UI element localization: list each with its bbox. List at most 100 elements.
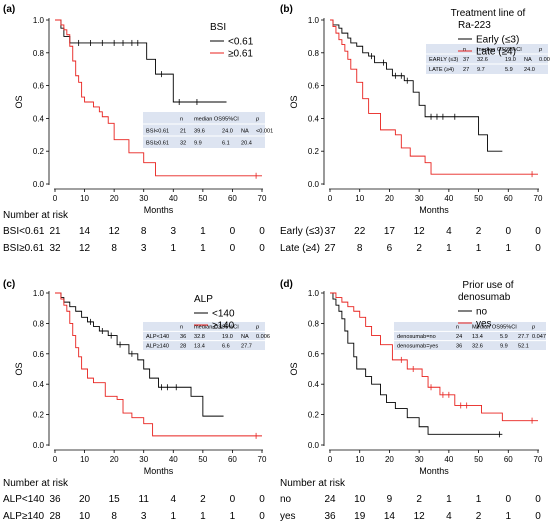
- x-tick-label: 50: [198, 194, 207, 203]
- summary-table-cell: 9.7: [477, 67, 485, 73]
- at-risk-count: 0: [535, 243, 541, 254]
- summary-table-cell: BSI≥0.61: [146, 141, 169, 147]
- at-risk-count: 20: [79, 494, 91, 505]
- y-axis-label: OS: [289, 95, 299, 108]
- at-risk-count: 8: [111, 511, 117, 522]
- at-risk-row-label: BSI<0.61: [3, 226, 45, 237]
- y-tick-label: 0.4: [33, 114, 45, 123]
- at-risk-count: 4: [446, 511, 452, 522]
- km-panel-2: (b)0.00.20.40.60.81.00 10 20 30 40 50 60 70OSMo…: [280, 4, 550, 254]
- y-tick-label: 0.6: [308, 350, 320, 359]
- summary-table-cell: NA: [241, 334, 249, 340]
- at-risk-count: 11: [139, 494, 150, 505]
- at-risk-count: 2: [416, 494, 422, 505]
- summary-table-cell: 24: [456, 334, 462, 340]
- summary-table-header: median OS: [194, 325, 222, 331]
- legend-item-2: ≥140: [212, 321, 235, 332]
- km-panel-4: (d)0.00.20.40.60.81.00 10 20 30 40 50 60 70OSMo…: [280, 279, 546, 522]
- summary-table-cell: ALP≥140: [146, 343, 169, 349]
- summary-table-cell: 6.6: [222, 343, 230, 349]
- at-risk-count: 2: [476, 511, 482, 522]
- legend-item-1: <0.61: [228, 37, 254, 48]
- summary-table-cell: BSI<0.61: [146, 129, 169, 135]
- y-tick-label: 0.4: [308, 380, 320, 389]
- at-risk-count: 36: [49, 494, 61, 505]
- summary-table-header: n: [463, 47, 466, 53]
- x-axis-label: Months: [419, 466, 449, 476]
- panel-label: (d): [280, 279, 293, 290]
- at-risk-count: 0: [259, 226, 265, 237]
- at-risk-count: 22: [354, 226, 366, 237]
- x-tick-label: 30: [415, 455, 424, 464]
- summary-table-cell: 32.6: [472, 343, 483, 349]
- summary-table-cell: 20.4: [241, 141, 252, 147]
- summary-table-header: p: [531, 325, 535, 331]
- at-risk-count: 6: [387, 243, 393, 254]
- y-axis-label: OS: [14, 95, 24, 108]
- y-tick-label: 0.0: [33, 441, 45, 450]
- at-risk-count: 14: [384, 511, 396, 522]
- y-tick-label: 1.0: [308, 16, 320, 25]
- summary-table-cell: EARLY (≤3): [429, 57, 458, 63]
- at-risk-count: 8: [141, 226, 147, 237]
- summary-table-cell: 5.9: [500, 334, 508, 340]
- km-curve-2: [330, 19, 538, 175]
- summary-table-header: Median OS: [472, 325, 500, 331]
- x-tick-label: 50: [474, 194, 483, 203]
- at-risk-count: 12: [109, 226, 121, 237]
- summary-table-header: p: [538, 47, 542, 53]
- at-risk-count: 0: [230, 494, 236, 505]
- at-risk-count: 0: [506, 494, 512, 505]
- at-risk-row-label: ALP≥140: [3, 511, 45, 522]
- summary-table-cell: 24.0: [524, 67, 535, 73]
- km-curve-1: [55, 292, 224, 417]
- y-tick-label: 0.2: [33, 147, 45, 156]
- x-tick-label: 50: [198, 455, 207, 464]
- summary-table-background: [394, 322, 546, 350]
- at-risk-title: Number at risk: [3, 210, 69, 221]
- km-curve-1: [330, 292, 503, 435]
- at-risk-count: 28: [49, 511, 61, 522]
- x-tick-label: 70: [258, 455, 267, 464]
- at-risk-count: 1: [200, 226, 206, 237]
- legend-item-1: no: [476, 307, 488, 318]
- summary-table-cell: 52.1: [518, 343, 529, 349]
- x-tick-label: 10: [355, 194, 364, 203]
- x-axis-label: Months: [419, 205, 449, 215]
- summary-table-cell: 21: [180, 129, 186, 135]
- at-risk-count: 0: [230, 243, 236, 254]
- x-tick-label: 20: [385, 455, 394, 464]
- km-curve-2: [55, 292, 262, 437]
- summary-table-header: 95%CI: [222, 117, 239, 123]
- summary-table-cell: 6.1: [222, 141, 230, 147]
- summary-table-header: n: [180, 325, 183, 331]
- summary-table-cell: 9.9: [500, 343, 508, 349]
- at-risk-count: 1: [446, 494, 452, 505]
- summary-table-cell: NA: [524, 57, 532, 63]
- summary-table-cell: 27: [463, 67, 469, 73]
- at-risk-count: 10: [354, 494, 366, 505]
- at-risk-count: 12: [414, 511, 426, 522]
- at-risk-count: 1: [171, 243, 177, 254]
- at-risk-count: 2: [416, 243, 422, 254]
- at-risk-count: 17: [384, 226, 396, 237]
- y-tick-label: 1.0: [308, 289, 320, 298]
- y-tick-label: 0.8: [308, 49, 320, 58]
- x-tick-label: 0: [53, 455, 58, 464]
- y-tick-label: 0.6: [33, 350, 45, 359]
- at-risk-row-label: Late (≥4): [280, 243, 320, 254]
- summary-table-cell: LATE (≥4): [429, 67, 454, 73]
- legend-title-line1: Treatment line of: [451, 8, 526, 19]
- at-risk-count: 1: [506, 511, 512, 522]
- at-risk-count: 1: [171, 511, 177, 522]
- x-tick-label: 60: [504, 455, 513, 464]
- at-risk-count: 27: [324, 243, 336, 254]
- at-risk-count: 12: [414, 226, 426, 237]
- x-tick-label: 30: [139, 455, 148, 464]
- at-risk-row-label: no: [280, 494, 292, 505]
- summary-table-header: median OS: [194, 117, 222, 123]
- km-curve-1: [330, 19, 503, 152]
- summary-table-header: n: [180, 117, 183, 123]
- summary-table-cell: 36: [456, 343, 462, 349]
